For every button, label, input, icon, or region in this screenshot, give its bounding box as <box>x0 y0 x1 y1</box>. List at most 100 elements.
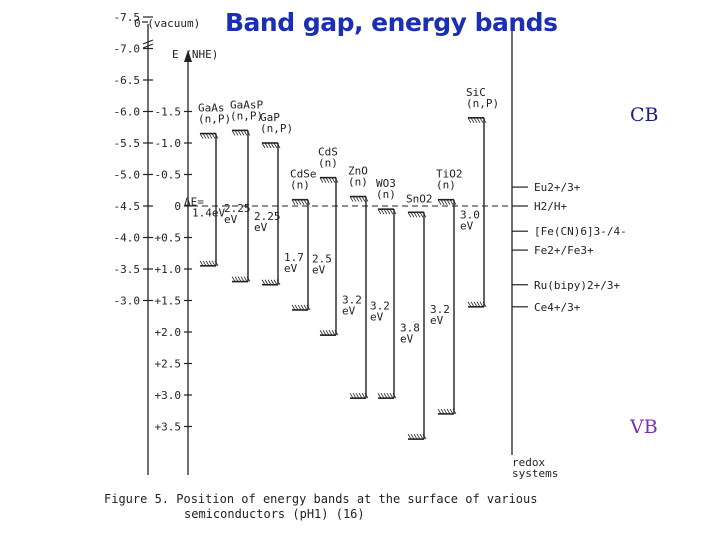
semiconductor-type: (n) <box>376 188 396 201</box>
gap-value-part: 3.2 <box>342 293 362 306</box>
conduction-band-hatch <box>199 133 219 139</box>
hatch-stroke <box>199 133 204 139</box>
hatch-stroke <box>297 304 302 311</box>
hatch-stroke <box>476 117 481 124</box>
gap-value-part: 1.7 <box>284 251 304 264</box>
valence-band-hatch <box>349 392 369 399</box>
vacuum-tick-label: -7.0 <box>114 43 141 56</box>
redox-couple-label: Ru(bipy)2+/3+ <box>534 279 620 292</box>
gap-value: 3.2 eV <box>430 303 450 327</box>
cb-label: CB <box>630 104 659 126</box>
hatch-stroke <box>419 212 424 218</box>
hatch-stroke <box>389 392 394 399</box>
hatch-stroke <box>446 199 451 205</box>
vacuum-tick-label: -7.5 <box>114 11 141 24</box>
hatch-stroke <box>199 260 204 267</box>
gap-value-part: 2.25 <box>224 202 251 215</box>
hatch-stroke <box>473 117 478 124</box>
gap-value: 2.25 eV <box>224 202 251 226</box>
hatch-stroke <box>231 276 236 282</box>
nhe-tick-label: -1.5 <box>155 106 182 119</box>
hatch-stroke <box>237 276 242 282</box>
hatch-stroke <box>234 130 239 136</box>
gap-value-part: eV <box>370 311 384 324</box>
hatch-stroke <box>361 196 366 202</box>
hatch-stroke <box>470 117 475 124</box>
hatch-stroke <box>300 199 305 205</box>
axis-break-mark <box>142 43 154 49</box>
nhe-tick-label: +3.0 <box>155 389 182 402</box>
hatch-stroke <box>437 199 442 205</box>
gap-prefix: ΔE= <box>184 196 204 209</box>
redox-couple-label: Fe2+/Fe3+ <box>534 244 594 257</box>
hatch-stroke <box>264 142 269 149</box>
semiconductor-name: TiO2 <box>436 168 463 181</box>
hatch-stroke <box>446 408 451 415</box>
hatch-stroke <box>319 177 324 183</box>
hatch-stroke <box>473 301 478 308</box>
gap-value-part: eV <box>312 263 326 276</box>
hatch-stroke <box>208 133 213 139</box>
semiconductor-name: GaAs <box>198 102 225 115</box>
hatch-stroke <box>273 279 278 285</box>
hatch-stroke <box>291 304 296 311</box>
gap-value: 3.0 eV <box>460 208 480 232</box>
hatch-stroke <box>482 301 487 308</box>
hatch-stroke <box>331 329 336 336</box>
hatch-stroke <box>358 196 363 202</box>
valence-band-hatch <box>261 279 281 285</box>
nhe-axis-arrow-icon <box>184 50 192 62</box>
hatch-stroke <box>479 301 484 308</box>
hatch-stroke <box>413 433 418 440</box>
nhe-axis-label: E (NHE) <box>172 48 218 61</box>
vacuum-tick-label: -6.0 <box>114 106 141 119</box>
conduction-band-hatch <box>261 142 281 149</box>
hatch-stroke <box>243 130 248 136</box>
gap-value-part: eV <box>284 262 298 275</box>
semiconductor-name: SnO2 <box>406 192 433 205</box>
valence-band-hatch <box>377 392 397 399</box>
semiconductor-name: GaP <box>260 111 280 124</box>
hatch-stroke <box>422 433 427 440</box>
hatch-stroke <box>349 392 354 399</box>
gap-value: 1.4eV <box>192 207 225 220</box>
hatch-stroke <box>355 392 360 399</box>
hatch-stroke <box>208 260 213 267</box>
hatch-stroke <box>443 199 448 205</box>
vacuum-tick-label: -3.0 <box>114 295 141 308</box>
hatch-stroke <box>392 392 397 399</box>
semiconductor-name: CdSe <box>290 168 317 181</box>
vb-label: VB <box>630 416 658 438</box>
redox-couple-label: Eu2+/3+ <box>534 181 581 194</box>
hatch-stroke <box>328 329 333 336</box>
gap-value-part: eV <box>342 304 356 317</box>
gap-value-part: 3.2 <box>430 303 450 316</box>
hatch-stroke <box>291 199 296 205</box>
semiconductor-name: GaAsP <box>230 98 263 111</box>
hatch-stroke <box>407 212 412 218</box>
hatch-stroke <box>449 199 454 205</box>
redox-title-line-2: systems <box>512 467 558 480</box>
hatch-stroke <box>355 196 360 202</box>
hatch-stroke <box>231 130 236 136</box>
hatch-stroke <box>467 301 472 308</box>
gap-value: 1.7 eV <box>284 251 304 275</box>
hatch-stroke <box>325 177 330 183</box>
hatch-stroke <box>380 208 385 215</box>
gap-value-part: eV <box>224 213 238 226</box>
hatch-stroke <box>470 301 475 308</box>
caption-line-1: Figure 5. Position of energy bands at th… <box>104 492 538 506</box>
hatch-stroke <box>273 142 278 149</box>
vacuum-tick-label: -6.5 <box>114 74 141 87</box>
hatch-stroke <box>377 392 382 399</box>
hatch-stroke <box>364 392 369 399</box>
semiconductor-name: ZnO <box>348 165 368 178</box>
hatch-stroke <box>267 142 272 149</box>
page-title: Band gap, energy bands <box>225 8 558 37</box>
hatch-stroke <box>410 212 415 218</box>
hatch-stroke <box>386 392 391 399</box>
hatch-stroke <box>214 260 219 267</box>
semiconductor-name: WO3 <box>376 177 396 190</box>
hatch-stroke <box>358 392 363 399</box>
